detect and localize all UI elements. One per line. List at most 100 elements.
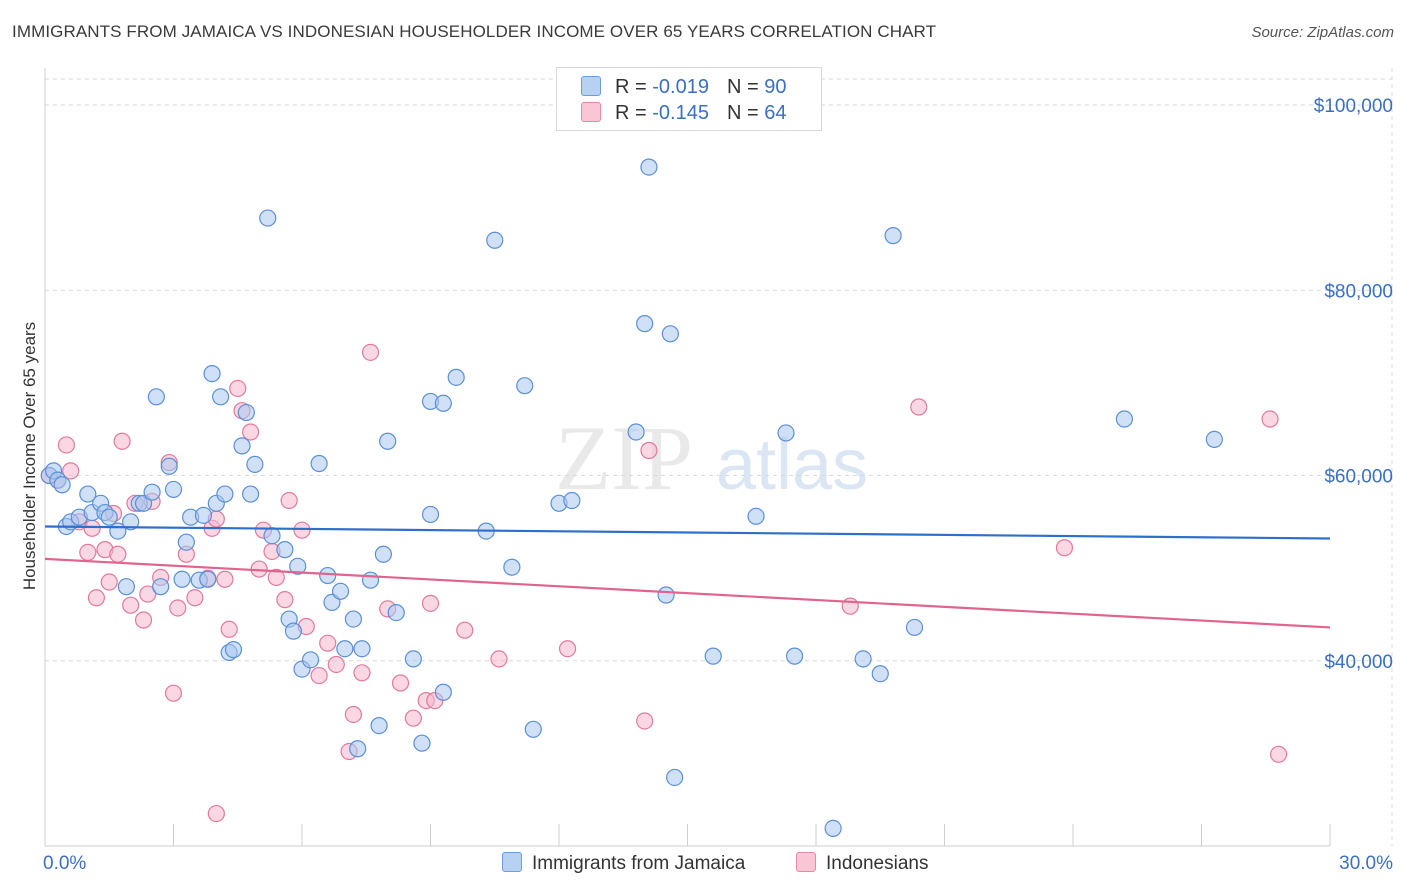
y-axis-title: Householder Income Over 65 years: [20, 322, 39, 590]
bottom-legend-indonesians: Indonesians: [796, 852, 928, 875]
trend-line-indonesians: [44, 557, 1331, 629]
indonesians-point-59: [1055, 539, 1074, 557]
jamaica-point-19: [160, 457, 178, 475]
jamaica-point-22: [177, 533, 195, 551]
bottom-legend-swatch-jamaica: [502, 852, 522, 872]
indonesians-point-45: [361, 343, 380, 361]
indonesians-point-27: [216, 570, 234, 588]
jamaica-point-84: [871, 665, 889, 683]
jamaica-point-48: [331, 582, 350, 600]
jamaica-point-41: [284, 622, 303, 640]
indonesians-point-12: [113, 432, 131, 450]
indonesians-point-43: [344, 705, 362, 724]
jamaica-point-71: [563, 491, 581, 510]
legend-r-value-indonesians: -0.145: [652, 102, 709, 124]
indonesians-point-20: [164, 684, 183, 702]
trend-line-jamaica: [44, 525, 1331, 540]
indonesians-point-63: [267, 568, 285, 587]
y-tick-label-1: $60,000: [1324, 467, 1393, 488]
jamaica-point-25: [194, 506, 213, 524]
indonesians-point-44: [353, 664, 371, 682]
bottom-legend-label-indonesians: Indonesians: [826, 853, 929, 874]
axes: [44, 68, 1331, 847]
indonesians-point-61: [1269, 745, 1288, 763]
jamaica-point-56: [379, 432, 397, 450]
legend-swatch-jamaica: [581, 76, 601, 96]
jamaica-point-72: [627, 423, 645, 441]
jamaica-point-6: [79, 485, 97, 503]
jamaica-point-73: [636, 315, 654, 333]
jamaica-point-37: [259, 209, 277, 227]
indonesians-point-56: [640, 441, 658, 460]
y-tick-label-3: $100,000: [1314, 96, 1393, 117]
indonesians-point-58: [910, 398, 928, 416]
indonesians-point-3: [62, 462, 80, 480]
source-credit: Source: ZipAtlas.com: [1251, 24, 1394, 41]
legend-n-label-indonesians: N =: [726, 102, 765, 124]
jamaica-point-60: [421, 505, 440, 524]
jamaica-point-69: [524, 720, 542, 738]
jamaica-point-83: [854, 650, 872, 668]
jamaica-point-13: [122, 513, 140, 531]
legend-n-label-jamaica: N =: [726, 76, 765, 98]
jamaica-point-26: [199, 570, 217, 588]
jamaica-point-17: [147, 388, 165, 406]
jamaica-point-10: [100, 508, 118, 526]
jamaica-point-85: [884, 227, 902, 245]
axis-labels: $40,000 $60,000 $80,000 $100,000 0.0% 30.0% Ho…: [20, 96, 1393, 874]
jamaica-point-79: [747, 507, 765, 525]
indonesians-point-48: [404, 709, 422, 727]
legend-row-indonesians: R = -0.145 N = 64: [581, 102, 786, 126]
jamaica-point-35: [242, 485, 260, 503]
indonesians-point-40: [319, 634, 337, 652]
jamaica-point-81: [785, 647, 804, 665]
jamaica-point-49: [336, 640, 354, 658]
indonesians-point-7: [87, 589, 106, 607]
legend-r-label-jamaica: R =: [615, 76, 653, 98]
correlation-legend: R = -0.019 N = 90 R = -0.145 N = 64: [556, 67, 822, 131]
jamaica-point-82: [824, 819, 842, 838]
jamaica-point-20: [164, 480, 183, 499]
jamaica-point-59: [413, 734, 431, 752]
jamaica-point-74: [640, 158, 658, 176]
jamaica-point-75: [657, 586, 675, 604]
jamaica-point-77: [666, 768, 684, 787]
indonesians-point-54: [558, 640, 577, 658]
indonesians-point-6: [83, 519, 101, 537]
jamaica-point-21: [173, 570, 191, 588]
indonesians-point-41: [327, 655, 345, 674]
indonesians-point-50: [421, 594, 440, 612]
watermark-zip: ZIP: [555, 407, 693, 509]
jamaica-point-30: [216, 485, 234, 503]
indonesians-point-47: [391, 674, 410, 692]
jamaica-point-12: [117, 578, 135, 596]
jamaica-point-66: [486, 231, 504, 249]
indonesians-point-15: [134, 611, 153, 629]
jamaica-point-38: [263, 527, 281, 545]
indonesians-point-35: [276, 591, 294, 609]
jamaica-point-64: [447, 368, 465, 386]
indonesians-point-55: [636, 712, 654, 730]
x-tick-label-min: 0.0%: [43, 853, 86, 874]
jamaica-point-57: [387, 603, 405, 622]
jamaica-point-53: [361, 571, 380, 589]
jamaica-point-16: [143, 483, 161, 501]
indonesians-point-9: [100, 573, 118, 591]
jamaica-point-45: [310, 454, 328, 473]
jamaica-point-55: [374, 545, 392, 563]
jamaica-point-52: [353, 640, 371, 658]
bottom-legend-jamaica: Immigrants from Jamaica: [502, 852, 745, 875]
jamaica-point-18: [152, 578, 170, 596]
indonesians-point-13: [122, 596, 140, 614]
legend-r-value-jamaica: -0.019: [652, 76, 709, 98]
indonesians-point-21: [169, 599, 187, 617]
indonesians-point-39: [310, 666, 328, 685]
jamaica-point-34: [237, 403, 255, 422]
jamaica-point-46: [319, 566, 337, 585]
legend-n-value-indonesians: 64: [764, 102, 787, 124]
indonesians-point-16: [139, 585, 157, 603]
jamaica-point-78: [704, 647, 722, 665]
legend-swatch-indonesians: [581, 102, 601, 122]
legend-row-jamaica: R = -0.019 N = 90: [581, 76, 786, 100]
